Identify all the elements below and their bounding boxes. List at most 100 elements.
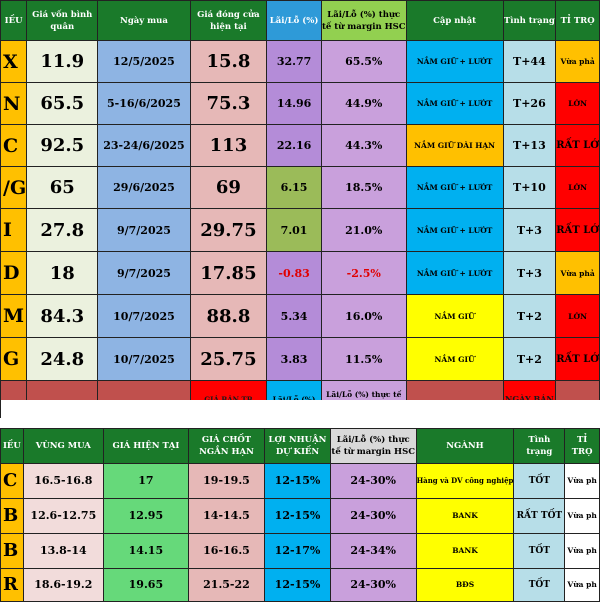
holding-row: /G 65 29/6/2025 69 6.15 18.5% NẮM GIỮ + LƯỚT T+… bbox=[0, 166, 600, 209]
cell-buy-zone: 16.5-16.8 bbox=[22, 462, 104, 499]
holding-row: N 65.5 5-16/6/2025 75.3 14.96 44.9% NẮM GIỮ + … bbox=[0, 82, 600, 125]
cell-update: NẮM GIỮ + LƯỚT bbox=[405, 166, 504, 209]
cell-pl-margin: 44.9% bbox=[320, 82, 407, 125]
cell-expected: 12-17% bbox=[264, 532, 331, 569]
cell-pl-margin: 11.5% bbox=[320, 337, 407, 381]
cell-update: NẮM GIỮ + LƯỚT bbox=[405, 40, 504, 83]
cell-weight: LỚN bbox=[555, 294, 600, 338]
cell-status: T+13 bbox=[502, 124, 557, 167]
cell-close: 15.8 bbox=[189, 40, 268, 83]
header-weight: TỈ TRỌ bbox=[555, 0, 600, 41]
cell-status: T+10 bbox=[502, 166, 557, 209]
cell-pl-margin: 24-30% bbox=[329, 567, 417, 602]
cell-close: 29.75 bbox=[189, 208, 268, 252]
holdings-header-row: IỀU Giá vốn bình quân Ngày mua Giá đóng … bbox=[0, 0, 600, 41]
cell-status: T+44 bbox=[502, 40, 557, 83]
holdings-table: IỀU Giá vốn bình quân Ngày mua Giá đóng … bbox=[0, 0, 600, 418]
cell-pl-margin: 65.5% bbox=[320, 40, 407, 83]
cell-sector: BĐS bbox=[415, 567, 515, 602]
header-date: Ngày mua bbox=[97, 0, 191, 41]
cell-weight: Vừa ph bbox=[564, 567, 600, 602]
header-weight: TỈ TRỌ bbox=[564, 427, 600, 464]
cell-weight: LỚN bbox=[555, 82, 600, 125]
watchlist-header-row: IỀU VÙNG MUA GIÁ HIỆN TẠI GIÁ CHỐT NGẮN … bbox=[0, 427, 600, 464]
cell-pl-margin: 24-30% bbox=[329, 497, 417, 534]
cell-pl-margin: 18.5% bbox=[320, 166, 407, 209]
header-sector: NGÀNH bbox=[415, 427, 515, 464]
cell-pl: 7.01 bbox=[266, 208, 322, 252]
cell-weight: Vừa ph bbox=[564, 462, 600, 499]
cell-target: 16-16.5 bbox=[187, 532, 266, 569]
header-ticker: IỀU bbox=[0, 0, 28, 41]
header-ticker: IỀU bbox=[0, 427, 24, 464]
watchlist-row: R 18.6-19.2 19.65 21.5-22 12-15% 24-30% BĐS TỐT… bbox=[0, 567, 600, 602]
cell-update: NẮM GIỮ + LƯỚT bbox=[405, 251, 504, 295]
cell-ticker: B bbox=[0, 497, 24, 534]
cell-update: NẮM GIỮ bbox=[405, 294, 504, 338]
cell-current: 19.65 bbox=[102, 567, 189, 602]
cell-status: T+3 bbox=[502, 208, 557, 252]
header-pl-margin: Lãi/Lỗ (%) thực tế từ margin HSC bbox=[329, 427, 417, 464]
cell-update: NẮM GIỮ + LƯỚT bbox=[405, 82, 504, 125]
holding-row: C 92.5 23-24/6/2025 113 22.16 44.3% NẮM GIỮ DÀ… bbox=[0, 124, 600, 167]
cell-pl: 32.77 bbox=[266, 40, 322, 83]
cell-date: 9/7/2025 bbox=[97, 208, 191, 252]
cell-cost: 65.5 bbox=[26, 82, 99, 125]
cell-pl-margin: 21.0% bbox=[320, 208, 407, 252]
cell-ticker: N bbox=[0, 82, 28, 125]
cell-expected: 12-15% bbox=[264, 462, 331, 499]
cell-status: TỐT bbox=[513, 567, 566, 602]
cell-status: RẤT TỐT bbox=[513, 497, 566, 534]
header-close: Giá đóng cửa hiện tại bbox=[189, 0, 268, 41]
cell-close: 17.85 bbox=[189, 251, 268, 295]
cell-sector: BANK bbox=[415, 532, 515, 569]
cell-weight: Vừa phả bbox=[555, 40, 600, 83]
cell-ticker: C bbox=[0, 124, 28, 167]
cell-status: T+26 bbox=[502, 82, 557, 125]
cell-ticker: C bbox=[0, 462, 24, 499]
cell-cost: 24.8 bbox=[26, 337, 99, 381]
cell-date: 12/5/2025 bbox=[97, 40, 191, 83]
holding-row: G 24.8 10/7/2025 25.75 3.83 11.5% NẮM GIỮ T+2 RẤ… bbox=[0, 337, 600, 381]
holding-row: M 84.3 10/7/2025 88.8 5.34 16.0% NẮM GIỮ T+2 LỚN bbox=[0, 294, 600, 338]
cell-cost: 92.5 bbox=[26, 124, 99, 167]
cell-weight: Vừa phả bbox=[555, 251, 600, 295]
cell-date: 23-24/6/2025 bbox=[97, 124, 191, 167]
holding-row: X 11.9 12/5/2025 15.8 32.77 65.5% NẮM GIỮ + LƯ… bbox=[0, 40, 600, 83]
cell-weight: Vừa ph bbox=[564, 497, 600, 534]
cell-status: T+3 bbox=[502, 251, 557, 295]
cell-target: 19-19.5 bbox=[187, 462, 266, 499]
cell-pl: 5.34 bbox=[266, 294, 322, 338]
spacer-row bbox=[0, 400, 600, 428]
cell-pl: 14.96 bbox=[266, 82, 322, 125]
cell-buy-zone: 12.6-12.75 bbox=[22, 497, 104, 534]
cell-pl-margin: -2.5% bbox=[320, 251, 407, 295]
cell-cost: 11.9 bbox=[26, 40, 99, 83]
cell-pl: 3.83 bbox=[266, 337, 322, 381]
cell-status: T+2 bbox=[502, 294, 557, 338]
watchlist-row: B 13.8-14 14.15 16-16.5 12-17% 24-34% BANK TỐT V… bbox=[0, 532, 600, 569]
cell-pl-margin: 24-34% bbox=[329, 532, 417, 569]
cell-status: T+2 bbox=[502, 337, 557, 381]
cell-cost: 65 bbox=[26, 166, 99, 209]
cell-update: NẮM GIỮ bbox=[405, 337, 504, 381]
cell-cost: 27.8 bbox=[26, 208, 99, 252]
cell-weight: RẤT LỚ bbox=[555, 208, 600, 252]
cell-ticker: I bbox=[0, 208, 28, 252]
cell-date: 29/6/2025 bbox=[97, 166, 191, 209]
cell-date: 10/7/2025 bbox=[97, 294, 191, 338]
cell-ticker: D bbox=[0, 251, 28, 295]
cell-ticker: B bbox=[0, 532, 24, 569]
header-current: GIÁ HIỆN TẠI bbox=[102, 427, 189, 464]
cell-target: 14-14.5 bbox=[187, 497, 266, 534]
cell-weight: Vừa ph bbox=[564, 532, 600, 569]
cell-pl: 6.15 bbox=[266, 166, 322, 209]
cell-weight: RẤT LỚ bbox=[555, 124, 600, 167]
holding-row: I 27.8 9/7/2025 29.75 7.01 21.0% NẮM GIỮ + LƯỚ… bbox=[0, 208, 600, 252]
header-status: Tình trạng bbox=[513, 427, 566, 464]
cell-ticker: R bbox=[0, 567, 24, 602]
header-cost: Giá vốn bình quân bbox=[26, 0, 99, 41]
cell-status: TỐT bbox=[513, 532, 566, 569]
cell-date: 5-16/6/2025 bbox=[97, 82, 191, 125]
